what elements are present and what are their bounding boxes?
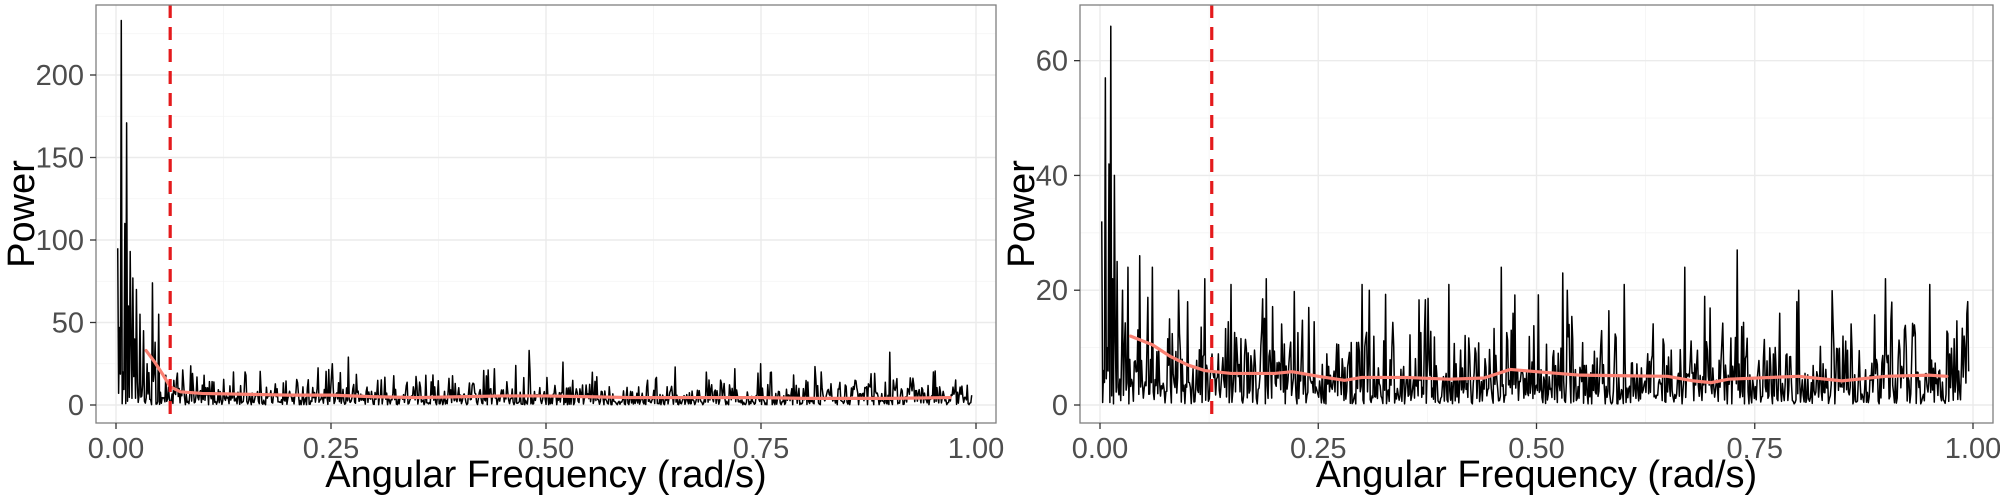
- x-tick-label: 1.00: [948, 433, 1004, 465]
- smoothed-trend-line: [144, 348, 952, 400]
- y-axis-title: Power: [1001, 160, 1043, 268]
- x-tick-label: 0.25: [1290, 433, 1346, 465]
- x-tick-label: 0.00: [1072, 433, 1128, 465]
- series-line-power: [1101, 25, 1970, 405]
- x-axis-title: Angular Frequency (rad/s): [1316, 454, 1757, 496]
- y-tick-label: 0: [1052, 390, 1068, 422]
- x-tick-label: 1.00: [1945, 433, 2000, 465]
- y-tick-label: 50: [52, 308, 84, 340]
- y-tick-label: 0: [68, 390, 84, 422]
- x-axis-title: Angular Frequency (rad/s): [325, 454, 766, 496]
- y-tick-label: 20: [1036, 275, 1068, 307]
- chart-panel-left: 0.00 0.25 0.50 0.75 1.00 0 50 100 150 200 Angular …: [1, 4, 1004, 496]
- smoothed-trend-line: [1128, 334, 1949, 385]
- y-tick-label: 100: [36, 225, 84, 257]
- x-tick-label: 0.25: [303, 433, 359, 465]
- y-tick-label: 40: [1036, 160, 1068, 192]
- y-tick-label: 150: [36, 143, 84, 175]
- x-tick-label: 0.50: [1508, 433, 1564, 465]
- x-tick-label: 0.50: [518, 433, 574, 465]
- y-tick-label: 200: [36, 60, 84, 92]
- y-tick-label: 60: [1036, 46, 1068, 78]
- x-tick-label: 0.00: [88, 433, 144, 465]
- x-tick-label: 0.75: [1727, 433, 1783, 465]
- x-tick-label: 0.75: [733, 433, 789, 465]
- y-axis-title: Power: [1, 160, 43, 268]
- chart-panel-right: 0.00 0.25 0.50 0.75 1.00 0 20 40 60 Angular Frequ…: [1001, 4, 2000, 496]
